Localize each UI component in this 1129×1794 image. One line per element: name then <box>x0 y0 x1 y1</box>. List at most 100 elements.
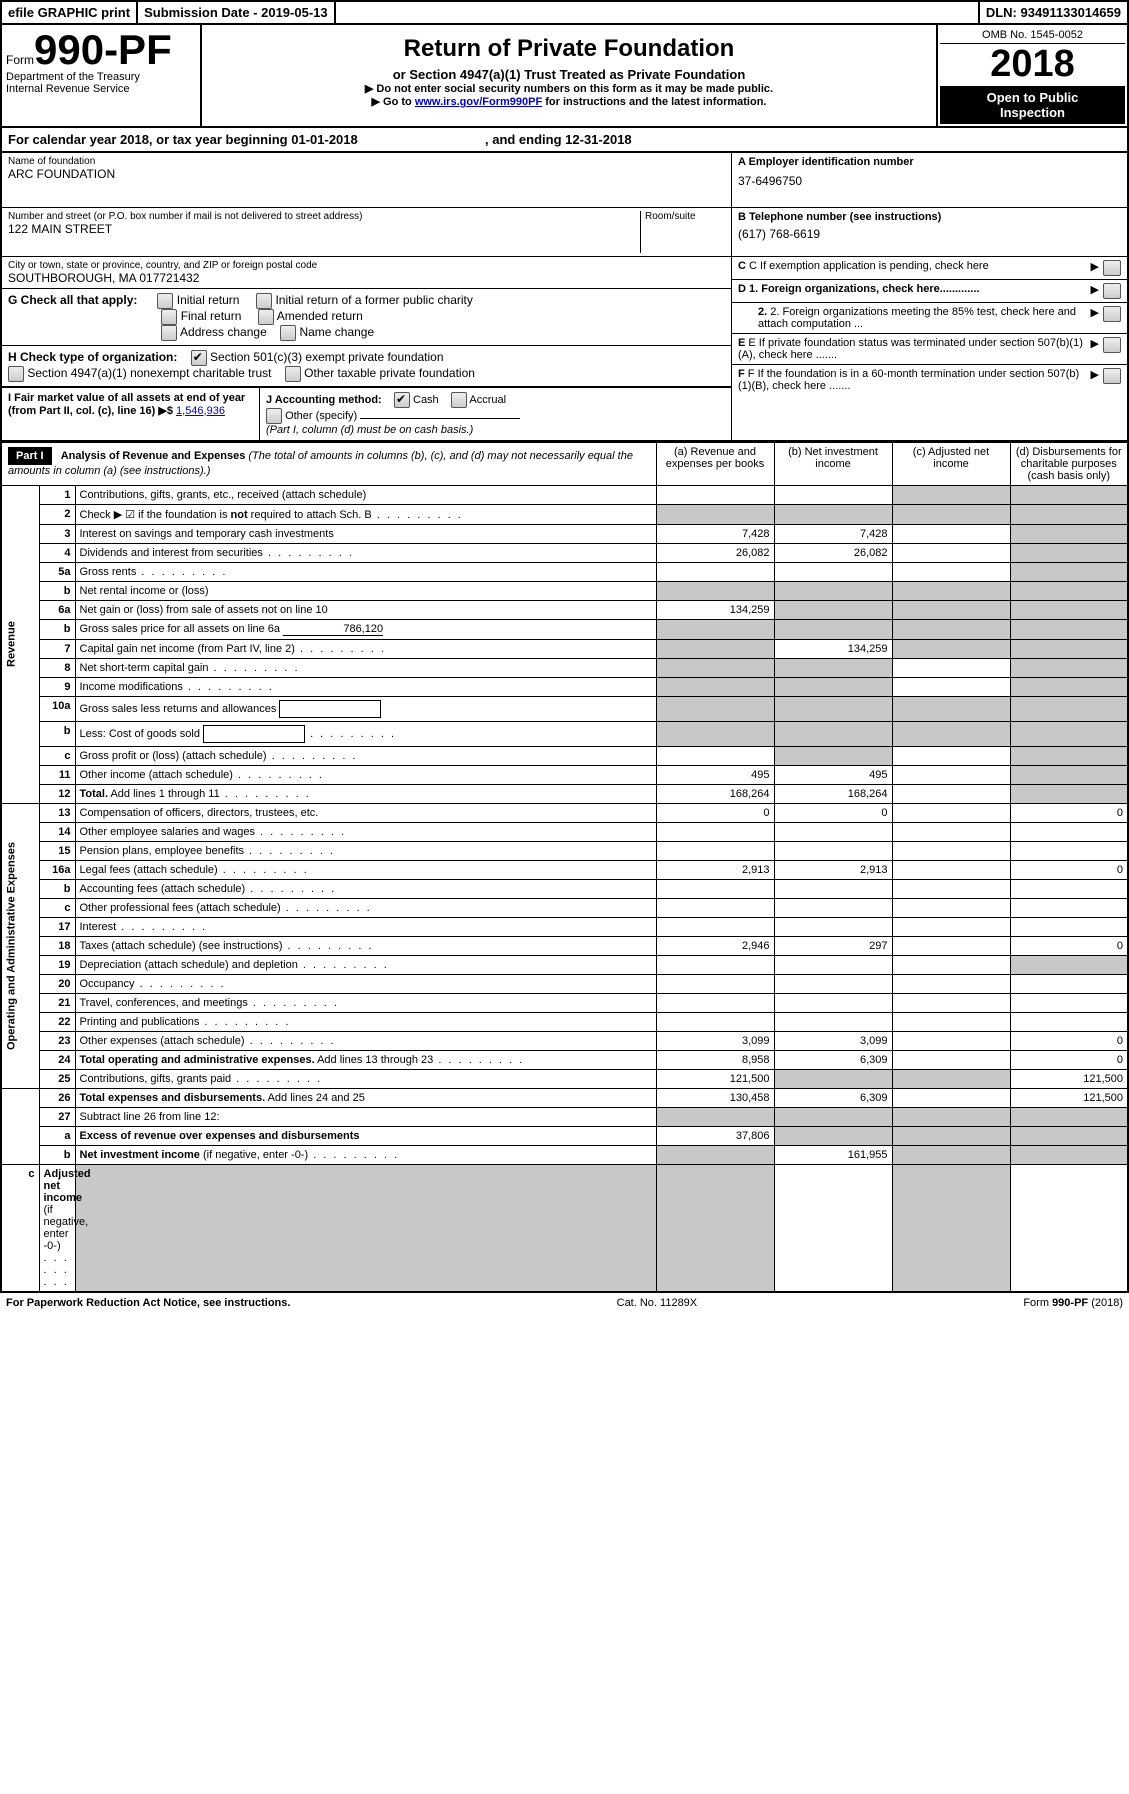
amount-cell <box>892 803 1010 822</box>
instr-2: ▶ Go to www.irs.gov/Form990PF for instru… <box>212 95 926 108</box>
cb-initial-return[interactable] <box>157 293 173 309</box>
cb-address-change[interactable] <box>161 325 177 341</box>
table-row: 17Interest <box>1 917 1128 936</box>
amount-cell <box>774 917 892 936</box>
fmv-value[interactable]: 1,546,936 <box>176 405 225 417</box>
amount-cell: 121,500 <box>1010 1088 1128 1107</box>
amount-cell: 0 <box>1010 936 1128 955</box>
col-b-header: (b) Net investment income <box>774 442 892 485</box>
table-row: 27Subtract line 26 from line 12: <box>1 1107 1128 1126</box>
amount-cell: 134,259 <box>656 600 774 619</box>
amount-cell <box>774 955 892 974</box>
amount-cell <box>656 619 774 639</box>
cb-e[interactable] <box>1103 337 1121 353</box>
amount-cell <box>1010 504 1128 524</box>
table-row: cAdjusted net income (if negative, enter… <box>1 1164 1128 1292</box>
table-row: bGross sales price for all assets on lin… <box>1 619 1128 639</box>
amount-cell: 7,428 <box>774 524 892 543</box>
table-row: 23Other expenses (attach schedule)3,0993… <box>1 1031 1128 1050</box>
form-subtitle: or Section 4947(a)(1) Trust Treated as P… <box>212 67 926 82</box>
cb-c[interactable] <box>1103 260 1121 276</box>
table-row: 24Total operating and administrative exp… <box>1 1050 1128 1069</box>
cb-other-method[interactable] <box>266 408 282 424</box>
row-description: Printing and publications <box>75 1012 656 1031</box>
row-number: b <box>39 879 75 898</box>
cb-final-return[interactable] <box>161 309 177 325</box>
amount-cell <box>774 677 892 696</box>
amount-cell <box>1010 543 1128 562</box>
cb-d2[interactable] <box>1103 306 1121 322</box>
amount-cell <box>892 1031 1010 1050</box>
row-description: Gross sales price for all assets on line… <box>75 619 656 639</box>
amount-cell <box>774 696 892 721</box>
amount-cell <box>892 936 1010 955</box>
amount-cell <box>774 841 892 860</box>
row-number: 5a <box>39 562 75 581</box>
amount-cell <box>1010 784 1128 803</box>
amount-cell <box>656 1145 774 1164</box>
table-row: 18Taxes (attach schedule) (see instructi… <box>1 936 1128 955</box>
amount-cell <box>656 721 774 746</box>
cb-name-change[interactable] <box>280 325 296 341</box>
table-row: 14Other employee salaries and wages <box>1 822 1128 841</box>
row-number: c <box>39 746 75 765</box>
row-number: a <box>39 1126 75 1145</box>
cb-501c3[interactable] <box>191 350 207 366</box>
cb-other-taxable[interactable] <box>285 366 301 382</box>
amount-cell: 2,913 <box>656 860 774 879</box>
table-row: 22Printing and publications <box>1 1012 1128 1031</box>
amount-cell: 7,428 <box>656 524 774 543</box>
expenses-side-label: Operating and Administrative Expenses <box>1 803 39 1088</box>
row-description: Gross rents <box>75 562 656 581</box>
cb-accrual[interactable] <box>451 392 467 408</box>
row-description: Interest on savings and temporary cash i… <box>75 524 656 543</box>
amount-cell: 0 <box>656 803 774 822</box>
table-row: 9Income modifications <box>1 677 1128 696</box>
open-to-public: Open to PublicInspection <box>940 86 1125 124</box>
cb-4947[interactable] <box>8 366 24 382</box>
table-row: 20Occupancy <box>1 974 1128 993</box>
amount-cell <box>656 955 774 974</box>
row-number: 24 <box>39 1050 75 1069</box>
amount-cell <box>774 485 892 504</box>
form-header: Form990-PF Department of the Treasury In… <box>0 25 1129 128</box>
amount-cell <box>1010 721 1128 746</box>
row-number: 9 <box>39 677 75 696</box>
amount-cell <box>656 974 774 993</box>
row-description: Travel, conferences, and meetings <box>75 993 656 1012</box>
table-row: 7Capital gain net income (from Part IV, … <box>1 639 1128 658</box>
row-description: Other expenses (attach schedule) <box>75 1031 656 1050</box>
amount-cell: 26,082 <box>656 543 774 562</box>
table-row: 12Total. Add lines 1 through 11168,26416… <box>1 784 1128 803</box>
calendar-year-line: For calendar year 2018, or tax year begi… <box>0 128 1129 153</box>
row-number: 10a <box>39 696 75 721</box>
cb-cash[interactable] <box>394 392 410 408</box>
ein-value: 37-6496750 <box>738 174 1121 188</box>
amount-cell <box>1010 765 1128 784</box>
amount-cell <box>656 581 774 600</box>
amount-cell <box>774 562 892 581</box>
amount-cell <box>656 993 774 1012</box>
table-row: bNet investment income (if negative, ent… <box>1 1145 1128 1164</box>
row-description: Legal fees (attach schedule) <box>75 860 656 879</box>
table-row: 10aGross sales less returns and allowanc… <box>1 696 1128 721</box>
cb-f[interactable] <box>1103 368 1121 384</box>
irs-link[interactable]: www.irs.gov/Form990PF <box>415 96 542 108</box>
ein-label: A Employer identification number <box>738 156 1121 168</box>
revenue-side-label: Revenue <box>1 485 39 803</box>
cb-initial-former[interactable] <box>256 293 272 309</box>
amount-cell <box>656 504 774 524</box>
g-label: G Check all that apply: <box>8 293 137 307</box>
cb-d1[interactable] <box>1103 283 1121 299</box>
amount-cell: 297 <box>774 936 892 955</box>
row-number: 1 <box>39 485 75 504</box>
row-description: Adjusted net income (if negative, enter … <box>39 1164 75 1292</box>
row-description: Contributions, gifts, grants, etc., rece… <box>75 485 656 504</box>
amount-cell <box>1010 822 1128 841</box>
amount-cell <box>892 1164 1010 1292</box>
amount-cell: 6,309 <box>774 1050 892 1069</box>
cb-amended[interactable] <box>258 309 274 325</box>
row-description: Other income (attach schedule) <box>75 765 656 784</box>
f-label: F F If the foundation is in a 60-month t… <box>738 368 1087 392</box>
foundation-name: ARC FOUNDATION <box>8 167 725 181</box>
